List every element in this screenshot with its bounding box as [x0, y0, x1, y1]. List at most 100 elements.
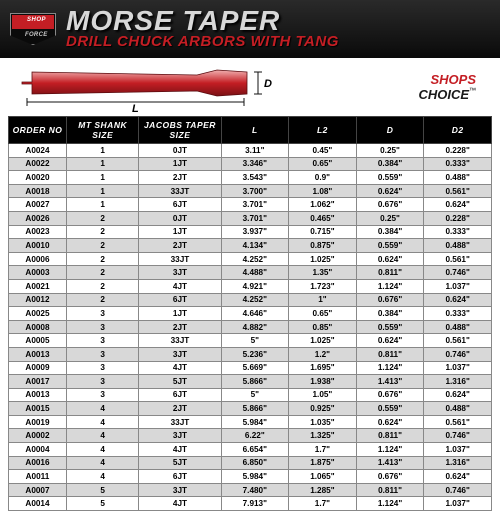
table-cell: 4 [66, 415, 138, 429]
table-cell: 0.559" [356, 171, 424, 185]
table-row: A002620JT3.701"0.465"0.25"0.228" [9, 211, 492, 225]
table-row: A001735JT5.866"1.938"1.413"1.316" [9, 375, 492, 389]
table-cell: A0004 [9, 443, 67, 457]
page-subtitle: DRILL CHUCK ARBORS WITH TANG [66, 33, 490, 50]
choice-bot: CHOICE [418, 87, 469, 102]
table-cell: 4.646" [221, 307, 289, 321]
table-cell: 0.624" [424, 198, 492, 212]
table-cell: 5JT [139, 456, 221, 470]
table-cell: 5.669" [221, 361, 289, 375]
table-row: A000753JT7.480"1.285"0.811"0.746" [9, 483, 492, 497]
L-dimension-label: L [132, 103, 139, 114]
table-cell: 33JT [139, 415, 221, 429]
table-cell: 0.925" [289, 402, 357, 416]
table-cell: 0.624" [356, 334, 424, 348]
choice-top: SHOPS [418, 74, 476, 86]
table-cell: 1 [66, 198, 138, 212]
table-cell: 0.561" [424, 252, 492, 266]
table-cell: 3.701" [221, 198, 289, 212]
table-cell: A0015 [9, 402, 67, 416]
table-cell: 0.488" [424, 320, 492, 334]
table-cell: 0.715" [289, 225, 357, 239]
col-header: D [356, 117, 424, 144]
table-cell: A0023 [9, 225, 67, 239]
table-cell: 5 [66, 497, 138, 511]
col-header: D2 [424, 117, 492, 144]
table-cell: 3 [66, 361, 138, 375]
table-row: A000444JT6.654"1.7"1.124"1.037" [9, 443, 492, 457]
table-cell: 4.488" [221, 266, 289, 280]
table-row: A0005333JT5"1.025"0.624"0.561" [9, 334, 492, 348]
table-cell: 4 [66, 456, 138, 470]
table-cell: 1.7" [289, 443, 357, 457]
table-cell: A0019 [9, 415, 67, 429]
table-cell: 1.7" [289, 497, 357, 511]
header-bar: SHOP FORCE MORSE TAPER DRILL CHUCK ARBOR… [0, 0, 500, 58]
table-cell: 3 [66, 347, 138, 361]
table-cell: 0.624" [424, 388, 492, 402]
spec-table-wrap: ORDER NOMT SHANK SIZEJACOBS TAPER SIZELL… [0, 116, 500, 519]
table-header-row: ORDER NOMT SHANK SIZEJACOBS TAPER SIZELL… [9, 117, 492, 144]
table-cell: 1 [66, 144, 138, 158]
table-cell: 0.746" [424, 429, 492, 443]
table-cell: 1 [66, 157, 138, 171]
col-header: L [221, 117, 289, 144]
table-cell: 6JT [139, 293, 221, 307]
table-cell: 1.062" [289, 198, 357, 212]
table-cell: 7.913" [221, 497, 289, 511]
table-cell: 1.413" [356, 456, 424, 470]
table-cell: 33JT [139, 334, 221, 348]
table-row: A001336JT5"1.05"0.676"0.624" [9, 388, 492, 402]
table-row: A001645JT6.850"1.875"1.413"1.316" [9, 456, 492, 470]
table-cell: A0021 [9, 279, 67, 293]
table-row: A002410JT3.11"0.45"0.25"0.228" [9, 144, 492, 158]
table-cell: 0.746" [424, 266, 492, 280]
table-cell: 0.333" [424, 225, 492, 239]
table-cell: 2 [66, 239, 138, 253]
table-cell: 1JT [139, 225, 221, 239]
table-cell: 2JT [139, 239, 221, 253]
table-cell: 5.866" [221, 375, 289, 389]
table-cell: 3 [66, 388, 138, 402]
table-cell: 1.316" [424, 456, 492, 470]
table-cell: 1.285" [289, 483, 357, 497]
table-cell: 4 [66, 443, 138, 457]
D-dimension-label: D [264, 78, 272, 90]
table-cell: 1JT [139, 157, 221, 171]
table-row: A001333JT5.236"1.2"0.811"0.746" [9, 347, 492, 361]
table-cell: 2 [66, 293, 138, 307]
table-cell: 1JT [139, 307, 221, 321]
table-cell: 4.252" [221, 252, 289, 266]
table-cell: 0.746" [424, 347, 492, 361]
table-cell: 3 [66, 375, 138, 389]
table-cell: 2 [66, 279, 138, 293]
col-header: L2 [289, 117, 357, 144]
table-cell: A0008 [9, 320, 67, 334]
table-cell: 1.05" [289, 388, 357, 402]
table-row: A001146JT5.984"1.065"0.676"0.624" [9, 470, 492, 484]
title-block: MORSE TAPER DRILL CHUCK ARBORS WITH TANG [66, 8, 490, 50]
table-row: A0006233JT4.252"1.025"0.624"0.561" [9, 252, 492, 266]
table-cell: 3.701" [221, 211, 289, 225]
logo-top-text: SHOP [27, 17, 46, 23]
table-cell: 1.938" [289, 375, 357, 389]
table-cell: 6JT [139, 388, 221, 402]
table-cell: 1.124" [356, 279, 424, 293]
table-cell: 2 [66, 211, 138, 225]
table-cell: A0025 [9, 307, 67, 321]
table-cell: 0.811" [356, 347, 424, 361]
logo-bottom-text: FORCE [25, 32, 48, 38]
table-cell: 0.488" [424, 171, 492, 185]
table-cell: 1.035" [289, 415, 357, 429]
table-row: A002716JT3.701"1.062"0.676"0.624" [9, 198, 492, 212]
table-cell: 4JT [139, 361, 221, 375]
table-cell: 0.624" [356, 252, 424, 266]
table-cell: 1.065" [289, 470, 357, 484]
table-cell: 3.937" [221, 225, 289, 239]
diagram-row: L D SHOPS CHOICE™ [0, 58, 500, 116]
table-cell: A0003 [9, 266, 67, 280]
table-cell: A0009 [9, 361, 67, 375]
table-cell: 0.561" [424, 415, 492, 429]
table-cell: A0013 [9, 347, 67, 361]
table-cell: 0.811" [356, 266, 424, 280]
